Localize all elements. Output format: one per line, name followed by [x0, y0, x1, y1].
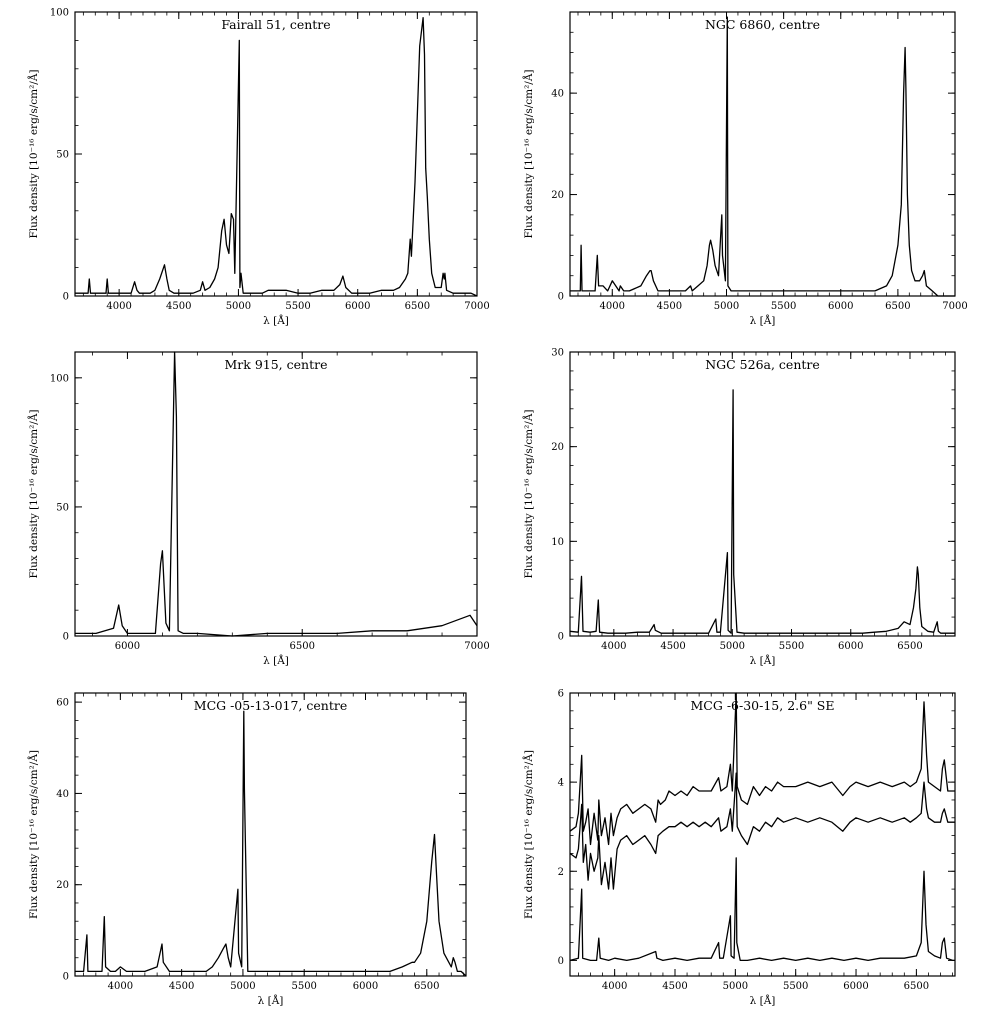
y-tick-label: 50	[56, 502, 69, 513]
x-tick-label: 5500	[783, 981, 808, 992]
x-tick-label: 5000	[720, 641, 745, 652]
x-tick-label: 5500	[779, 641, 804, 652]
spectrum-panel-6: 4000 4500 5000 5500 6000 6500 0 2 4 6 MCG -6-30-15…	[521, 689, 956, 1007]
x-tick-label: 6000	[353, 981, 378, 992]
x-tick-label: 5000	[723, 981, 748, 992]
x-tick-label: 4500	[169, 981, 194, 992]
panel-title: MCG -05-13-017, centre	[194, 698, 347, 713]
x-tick-label: 7000	[942, 301, 967, 312]
x-tick-label: 4500	[662, 981, 687, 992]
x-tick-label: 6000	[828, 301, 853, 312]
y-tick-label: 0	[558, 292, 564, 303]
y-tick-label: 4	[558, 778, 564, 789]
y-tick-label: 100	[50, 8, 69, 19]
x-tick-label: 5500	[771, 301, 796, 312]
y-axis-label: Flux density [10⁻¹⁶ erg/s/cm²/Å]	[521, 69, 535, 238]
x-tick-label: 7000	[464, 641, 489, 652]
y-tick-label: 10	[551, 537, 564, 548]
x-tick-label: 6000	[345, 301, 370, 312]
y-tick-label: 0	[63, 632, 69, 643]
y-axis-label: Flux density [10⁻¹⁶ erg/s/cm²/Å]	[26, 69, 40, 238]
x-axis-label: λ [Å]	[750, 993, 776, 1007]
spectrum-panel-1: 4000 4500 5000 5500 6000 6500 7000 0 50 100 Fairal…	[26, 8, 490, 328]
spectrum-line-2	[569, 772, 955, 890]
plot-frame	[74, 351, 478, 637]
y-tick-label: 0	[558, 956, 564, 967]
x-tick-label: 4000	[602, 981, 627, 992]
y-tick-label: 0	[63, 292, 69, 303]
x-axis-label: λ [Å]	[750, 653, 776, 667]
y-tick-label: 100	[50, 373, 69, 384]
x-axis-label: λ [Å]	[263, 653, 289, 667]
spectrum-line-1	[569, 692, 955, 846]
x-tick-label: 6500	[885, 301, 910, 312]
x-tick-label: 5000	[714, 301, 739, 312]
y-tick-label: 0	[63, 972, 69, 983]
x-tick-label: 5500	[285, 301, 310, 312]
y-axis-label: Flux density [10⁻¹⁶ erg/s/cm²/Å]	[521, 750, 535, 919]
x-axis-label: λ [Å]	[750, 313, 776, 327]
panel-title: Mrk 915, centre	[225, 357, 328, 372]
panel-title: NGC 526a, centre	[705, 357, 820, 372]
plot-frame	[569, 692, 956, 977]
spectrum-panel-2: 4000 4500 5000 5500 6000 6500 7000 0 20 40 NGC 686…	[521, 11, 968, 327]
x-tick-label: 6000	[843, 981, 868, 992]
plot-frame	[74, 11, 478, 297]
x-tick-label: 5000	[230, 981, 255, 992]
y-tick-label: 20	[56, 880, 69, 891]
panel-title: Fairall 51, centre	[221, 17, 330, 32]
x-tick-label: 5500	[291, 981, 316, 992]
x-tick-label: 4000	[108, 981, 133, 992]
plot-frame	[569, 11, 956, 297]
spectrum-panel-4: 4000 4500 5000 5500 6000 6500 0 10 20 30 NGC 526a,…	[521, 348, 956, 667]
y-tick-label: 60	[56, 698, 69, 709]
y-tick-label: 50	[56, 150, 69, 161]
x-tick-label: 4500	[166, 301, 191, 312]
panel-title: MCG -6-30-15, 2.6" SE	[691, 698, 835, 713]
spectrum-line-3	[569, 857, 955, 962]
spectrum-line-1	[570, 16, 955, 297]
y-tick-label: 0	[558, 632, 564, 643]
y-axis-label: Flux density [10⁻¹⁶ erg/s/cm²/Å]	[521, 409, 535, 578]
x-tick-label: 6000	[838, 641, 863, 652]
y-tick-label: 6	[558, 689, 564, 700]
x-tick-label: 6000	[115, 641, 140, 652]
x-tick-label: 4000	[106, 301, 131, 312]
y-axis-label: Flux density [10⁻¹⁶ erg/s/cm²/Å]	[26, 750, 40, 919]
x-tick-label: 6500	[414, 981, 439, 992]
plot-frame	[569, 351, 956, 637]
x-tick-label: 4500	[660, 641, 685, 652]
x-tick-label: 6500	[897, 641, 922, 652]
x-tick-label: 4500	[657, 301, 682, 312]
x-tick-label: 4000	[601, 641, 626, 652]
y-tick-label: 30	[551, 348, 564, 359]
x-tick-label: 6500	[904, 981, 929, 992]
y-tick-label: 40	[56, 789, 69, 800]
x-tick-label: 4000	[600, 301, 625, 312]
y-axis-label: Flux density [10⁻¹⁶ erg/s/cm²/Å]	[26, 409, 40, 578]
y-tick-label: 40	[551, 89, 564, 100]
x-tick-label: 5000	[226, 301, 251, 312]
spectrum-panel-5: 4000 4500 5000 5500 6000 6500 0 20 40 60 MCG -05-1…	[26, 692, 467, 1007]
y-tick-label: 20	[551, 190, 564, 201]
spectrum-line-1	[569, 389, 955, 634]
x-tick-label: 6500	[405, 301, 430, 312]
panel-title: NGC 6860, centre	[705, 17, 820, 32]
spectrum-line-1	[75, 351, 478, 637]
spectrum-line-1	[75, 17, 478, 297]
y-tick-label: 20	[551, 442, 564, 453]
spectrum-line-1	[75, 710, 467, 977]
x-axis-label: λ [Å]	[263, 313, 289, 327]
x-tick-label: 7000	[464, 301, 489, 312]
x-tick-label: 6500	[289, 641, 314, 652]
x-axis-label: λ [Å]	[258, 993, 284, 1007]
plot-frame	[74, 692, 467, 977]
y-tick-label: 2	[558, 867, 564, 878]
